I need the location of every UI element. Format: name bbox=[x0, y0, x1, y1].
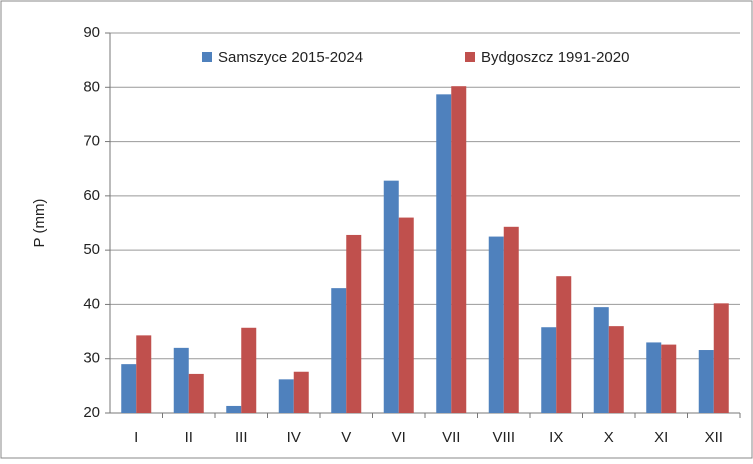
bar bbox=[713, 303, 729, 413]
bar bbox=[136, 335, 152, 413]
y-tick-label: 50 bbox=[83, 241, 100, 258]
bar bbox=[293, 371, 309, 413]
bar bbox=[226, 405, 242, 413]
y-tick-label: 90 bbox=[83, 24, 100, 41]
bar bbox=[188, 373, 204, 413]
bar bbox=[398, 217, 414, 413]
x-tick-label: X bbox=[604, 429, 614, 446]
bar bbox=[383, 180, 399, 413]
x-tick-label: V bbox=[341, 429, 351, 446]
y-tick-label: 80 bbox=[83, 78, 100, 95]
x-tick-label: III bbox=[235, 429, 248, 446]
bar bbox=[436, 94, 452, 413]
bar bbox=[346, 234, 362, 413]
bar bbox=[121, 364, 137, 413]
bar bbox=[698, 350, 714, 413]
legend-swatch bbox=[202, 52, 212, 62]
bar bbox=[556, 276, 572, 413]
bar bbox=[451, 86, 467, 413]
bar bbox=[241, 327, 257, 413]
bar bbox=[488, 236, 504, 413]
bar bbox=[661, 344, 677, 413]
x-tick-label: II bbox=[185, 429, 193, 446]
x-tick-label: I bbox=[134, 429, 138, 446]
y-tick-label: 30 bbox=[83, 350, 100, 367]
x-tick-label: VII bbox=[442, 429, 460, 446]
x-tick-label: IX bbox=[549, 429, 563, 446]
x-tick-label: XII bbox=[705, 429, 723, 446]
legend-label: Samszyce 2015-2024 bbox=[218, 49, 363, 66]
x-tick-label: XI bbox=[654, 429, 668, 446]
y-tick-label: 70 bbox=[83, 133, 100, 150]
bar bbox=[593, 307, 609, 413]
bar bbox=[278, 379, 294, 413]
y-tick-label: 60 bbox=[83, 187, 100, 204]
y-axis-label: P (mm) bbox=[31, 199, 48, 248]
bar bbox=[331, 288, 347, 413]
bar bbox=[541, 327, 557, 413]
y-tick-label: 20 bbox=[83, 404, 100, 421]
legend-swatch bbox=[465, 52, 475, 62]
x-tick-label: IV bbox=[287, 429, 301, 446]
y-tick-label: 40 bbox=[83, 295, 100, 312]
bar bbox=[503, 226, 519, 413]
x-tick-label: VI bbox=[392, 429, 406, 446]
bar bbox=[608, 326, 624, 413]
bar bbox=[646, 342, 662, 413]
bar bbox=[173, 347, 189, 413]
legend-label: Bydgoszcz 1991-2020 bbox=[481, 49, 629, 66]
x-tick-label: VIII bbox=[492, 429, 515, 446]
